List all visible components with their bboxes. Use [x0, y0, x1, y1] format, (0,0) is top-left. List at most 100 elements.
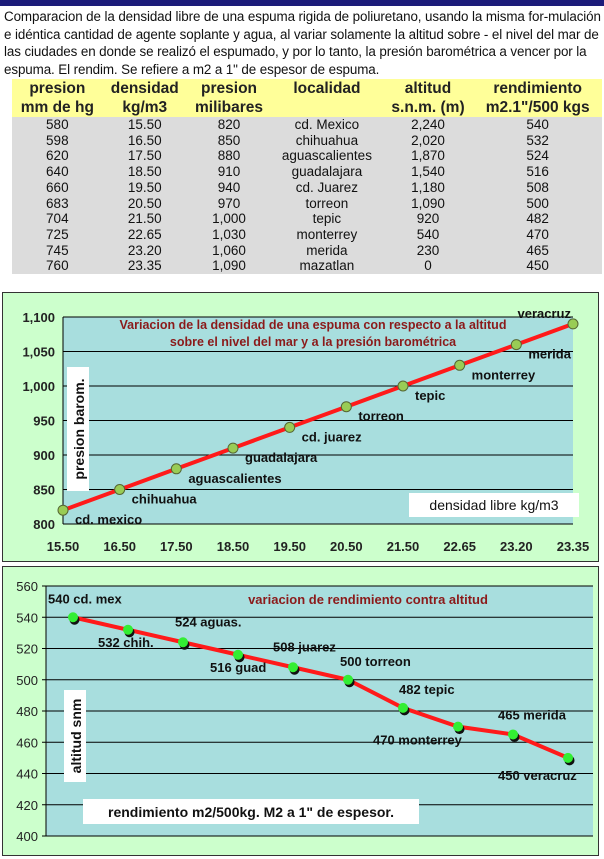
point-label: 540 cd. mex — [48, 591, 122, 606]
chart2-svg: 400 420 440 460 480 500 520 540 560 variacion de … — [16, 579, 593, 844]
column-header-line: mm de hg — [20, 99, 94, 116]
column-header: presion milibares — [186, 79, 272, 117]
point-label: cd. mexico — [75, 512, 142, 527]
table-cell: 230 — [382, 242, 474, 259]
column-header: altitud s.n.m. (m) — [382, 79, 474, 117]
data-point — [510, 339, 522, 351]
table-cell: 660 — [12, 179, 103, 196]
ylabel-bg — [64, 690, 86, 782]
column-header-line — [271, 98, 383, 117]
column-header-line: presion — [29, 80, 86, 97]
point-label: merida — [528, 347, 571, 362]
table-header-row: presion mm de hg densidad kg/m3 presion milib… — [12, 79, 602, 117]
point-label: torreon — [358, 409, 404, 424]
x-tick-label: 20.50 — [330, 539, 363, 554]
column-header-line: densidad — [110, 80, 179, 97]
table-cell: 640 — [12, 164, 103, 180]
data-point — [233, 649, 243, 660]
point-label: guadalajara — [245, 450, 318, 465]
xlabel-bg — [409, 493, 579, 517]
data-point — [170, 463, 182, 475]
series-line — [72, 615, 569, 760]
table-cell: 850 — [186, 132, 272, 149]
x-tick-label: 19.50 — [273, 539, 306, 554]
x-axis-label: densidad libre kg/m3 — [429, 497, 558, 513]
table-cell: 745 — [12, 242, 103, 259]
y-tick-label: 520 — [16, 642, 38, 657]
ylabel-bg — [67, 367, 89, 491]
table-cell: 704 — [12, 211, 103, 227]
intro-text: Comparacion de la densidad libre de una … — [4, 9, 601, 77]
table-cell: 598 — [12, 132, 103, 149]
point-label: veracruz — [518, 306, 572, 321]
data-point — [114, 484, 126, 495]
data-point — [343, 674, 353, 685]
table-cell: 500 — [473, 195, 602, 212]
data-point — [453, 721, 463, 732]
column-header: presion mm de hg — [12, 79, 103, 117]
table-cell: 1,090 — [382, 195, 474, 212]
data-point — [340, 401, 352, 413]
table-row: 660 19.50 940 cd. Juarez 1,180 508 — [12, 179, 602, 196]
table-cell: cd. Mexico — [271, 117, 383, 133]
table-cell: 2,240 — [382, 117, 474, 133]
chart-title-line1: Variacion de la densidad de una espuma c… — [120, 318, 507, 332]
column-header: densidad kg/m3 — [102, 79, 187, 117]
table-cell: 18.50 — [102, 164, 187, 180]
y-tick-label: 460 — [16, 735, 38, 750]
x-tick-label: 15.50 — [47, 539, 80, 554]
table-row: 760 23.35 1,090 mazatlan 0 450 — [12, 258, 602, 275]
column-header-line: rendimiento — [493, 80, 583, 97]
x-tick-label: 17.50 — [160, 539, 193, 554]
column-header: localidad — [271, 79, 383, 117]
table-cell: 620 — [12, 148, 103, 165]
point-label: chihuahua — [132, 492, 198, 507]
table-cell: 683 — [12, 195, 103, 212]
table-cell: 470 — [473, 226, 602, 243]
column-header-line: presion — [201, 80, 258, 97]
chart1-svg: 800 850 900 950 1,000 1,050 1,100 15.50 16.50 17.… — [22, 306, 590, 554]
data-point — [508, 729, 518, 740]
data-point — [563, 752, 573, 763]
table-cell: chihuahua — [271, 132, 383, 149]
y-tick-label: 500 — [16, 673, 38, 688]
table-cell: 880 — [186, 148, 272, 165]
table-cell: 15.50 — [102, 117, 187, 133]
table-cell: torreon — [271, 195, 383, 212]
table-cell: 20.50 — [102, 195, 187, 212]
x-tick-label: 22.65 — [443, 539, 476, 554]
table-cell: 17.50 — [102, 148, 187, 165]
table-cell: 540 — [473, 117, 602, 133]
table-cell: 970 — [186, 195, 272, 212]
point-label: 508 juarez — [273, 639, 336, 654]
x-tick-label: 18.50 — [217, 539, 250, 554]
point-label: 532 chih. — [98, 635, 154, 650]
table-cell: 19.50 — [102, 179, 187, 196]
y-tick-label: 440 — [16, 767, 38, 782]
table-cell: merida — [271, 242, 383, 259]
table-cell: 910 — [186, 164, 272, 180]
point-label: 482 tepic — [399, 682, 455, 697]
data-point — [398, 702, 408, 713]
table-row: 580 15.50 820 cd. Mexico 2,240 540 — [12, 117, 602, 133]
y-axis-label: altitud snm — [68, 699, 84, 774]
x-tick-label: 23.35 — [557, 539, 590, 554]
x-tick-label: 21.50 — [387, 539, 420, 554]
point-label: 470 monterrey — [373, 733, 463, 748]
table-cell: 760 — [12, 258, 103, 275]
y-tick-label: 1,100 — [22, 310, 55, 325]
data-point — [454, 359, 466, 371]
table-cell: aguascalientes — [271, 148, 383, 165]
y-tick-label: 850 — [33, 483, 55, 498]
x-tick-label: 16.50 — [103, 539, 136, 554]
point-label: monterrey — [472, 367, 536, 382]
y-tick-label: 480 — [16, 704, 38, 719]
table-cell: 1,000 — [186, 211, 272, 227]
series-line — [62, 322, 574, 513]
table-cell: 1,030 — [186, 226, 272, 243]
point-label: 500 torreon — [340, 654, 411, 669]
xlabel-bg — [83, 799, 419, 824]
table-row: 620 17.50 880 aguascalientes 1,870 524 — [12, 148, 602, 165]
point-label: aguascalientes — [188, 471, 281, 486]
table-row: 640 18.50 910 guadalajara 1,540 516 — [12, 164, 602, 180]
